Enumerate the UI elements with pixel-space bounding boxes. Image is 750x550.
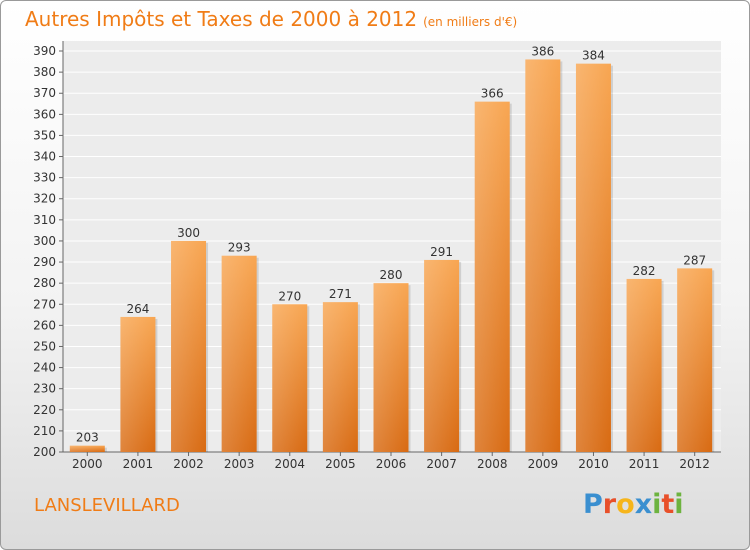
chart-title: Autres Impôts et Taxes de 2000 à 2012 (en… xyxy=(25,7,517,31)
chart-unit-note: (en milliers d'€) xyxy=(423,15,518,29)
x-tick-label: 2007 xyxy=(426,457,457,471)
y-tick-label: 380 xyxy=(33,65,56,79)
y-tick-label: 270 xyxy=(33,297,56,311)
y-tick-label: 340 xyxy=(33,150,56,164)
y-tick-label: 260 xyxy=(33,318,56,332)
data-label: 282 xyxy=(633,264,656,278)
data-label: 384 xyxy=(582,49,605,63)
y-tick-label: 300 xyxy=(33,234,56,248)
y-tick-label: 250 xyxy=(33,339,56,353)
location-name: LANSLEVILLARD xyxy=(34,495,180,516)
logo-letter: r xyxy=(602,489,617,520)
y-tick-label: 280 xyxy=(33,276,56,290)
data-label: 264 xyxy=(126,302,149,316)
bar-highlight xyxy=(221,255,257,452)
data-label: 271 xyxy=(329,287,352,301)
bar-highlight xyxy=(69,445,105,452)
data-label: 293 xyxy=(228,241,251,255)
bar-highlight xyxy=(424,259,460,452)
y-tick-label: 310 xyxy=(33,213,56,227)
y-tick-label: 230 xyxy=(33,382,56,396)
x-tick-label: 2005 xyxy=(325,457,356,471)
data-label: 270 xyxy=(278,289,301,303)
y-tick-label: 360 xyxy=(33,107,56,121)
logo-letter: P xyxy=(583,489,603,520)
proxiti-logo[interactable]: Proxiti xyxy=(583,489,684,520)
x-tick-label: 2002 xyxy=(173,457,204,471)
x-tick-label: 2001 xyxy=(123,457,154,471)
chart-title-text: Autres Impôts et Taxes de 2000 à 2012 xyxy=(25,7,418,31)
data-label: 291 xyxy=(430,245,453,259)
bar-highlight xyxy=(677,268,713,452)
bar-highlight xyxy=(575,63,611,453)
data-label: 366 xyxy=(481,87,504,101)
bar-layer xyxy=(69,59,715,453)
y-tick-label: 240 xyxy=(33,361,56,375)
y-tick-label: 220 xyxy=(33,403,56,417)
logo-letter: i xyxy=(652,489,662,520)
data-label: 386 xyxy=(531,44,554,58)
axis-layer: 200 210 220 230 240 250 260 270 280 290 300 310 320 3… xyxy=(33,41,721,471)
bar-highlight xyxy=(171,240,207,452)
data-label: 203 xyxy=(76,431,99,445)
x-tick-label: 2004 xyxy=(274,457,305,471)
bar-highlight xyxy=(373,283,409,452)
label-layer: 203 264 300 293 270 271 280 291 366 386 384 282 287 xyxy=(76,44,706,444)
y-tick-label: 320 xyxy=(33,192,56,206)
y-tick-label: 390 xyxy=(33,44,56,58)
y-tick-label: 210 xyxy=(33,424,56,438)
x-tick-label: 2006 xyxy=(376,457,407,471)
logo-letter: o xyxy=(616,489,635,520)
bar-highlight xyxy=(525,59,561,452)
bar-highlight xyxy=(120,316,156,452)
y-tick-label: 290 xyxy=(33,255,56,269)
logo-letter: t xyxy=(661,489,675,520)
data-label: 300 xyxy=(177,226,200,240)
x-tick-label: 2008 xyxy=(477,457,508,471)
logo-letter: x xyxy=(634,489,653,520)
bar-highlight xyxy=(272,304,308,452)
x-tick-label: 2000 xyxy=(72,457,103,471)
bar-highlight xyxy=(626,278,662,452)
x-tick-label: 2012 xyxy=(679,457,710,471)
data-label: 287 xyxy=(683,253,706,267)
x-tick-label: 2010 xyxy=(578,457,609,471)
x-tick-label: 2009 xyxy=(528,457,559,471)
bar-highlight xyxy=(322,302,358,452)
y-tick-label: 330 xyxy=(33,171,56,185)
y-tick-label: 370 xyxy=(33,86,56,100)
x-tick-label: 2003 xyxy=(224,457,255,471)
data-label: 280 xyxy=(380,268,403,282)
logo-letter: i xyxy=(674,489,684,520)
bar-highlight xyxy=(474,101,510,452)
y-tick-label: 350 xyxy=(33,128,56,142)
x-tick-label: 2011 xyxy=(629,457,660,471)
y-tick-label: 200 xyxy=(33,445,56,459)
